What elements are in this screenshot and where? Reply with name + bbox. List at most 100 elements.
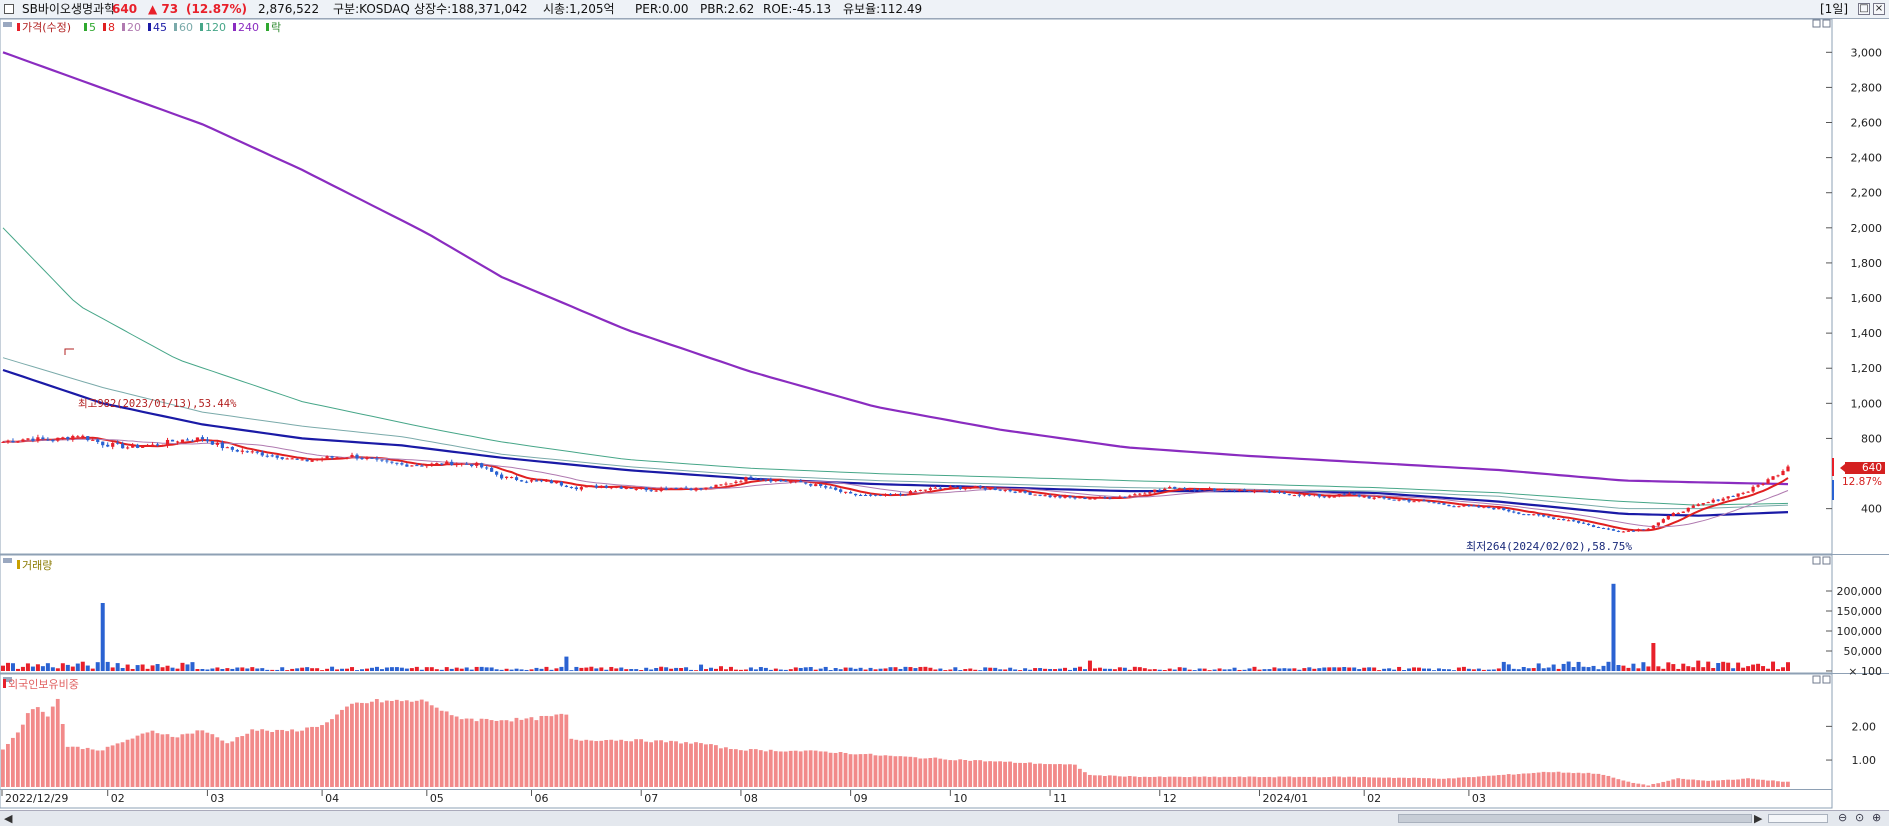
foreign-bar (519, 719, 524, 787)
volume-bar (40, 666, 45, 671)
volume-bar (245, 668, 250, 671)
volume-bar (1307, 667, 1312, 671)
current-pct-value: 12.87% (1842, 476, 1882, 488)
candle-body (405, 464, 409, 467)
foreign-bar (1072, 764, 1077, 787)
candle-body (1148, 492, 1152, 494)
foreign-bar (958, 759, 963, 787)
volume-bar (404, 668, 409, 671)
volume-bar (534, 667, 539, 671)
volume-bar (878, 668, 883, 671)
zoom-in-icon[interactable]: ⊕ (1872, 811, 1882, 824)
foreign-bar (250, 729, 255, 787)
candle-body (1462, 505, 1466, 507)
candle-body (754, 478, 758, 480)
price-tick-label: 400 (1861, 503, 1882, 516)
foreign-bar (1252, 776, 1257, 787)
volume-bar (1227, 669, 1232, 671)
panel-menu-icon[interactable] (3, 558, 12, 563)
candle-body (1422, 500, 1426, 502)
scrollbar-thumb[interactable] (1398, 814, 1752, 823)
panel-menu-icon[interactable] (3, 677, 12, 682)
foreign-bar (793, 750, 798, 787)
volume-tick-label: × 100 (1848, 665, 1882, 678)
volume-bar (1591, 665, 1596, 671)
volume-bar (1521, 667, 1526, 671)
scroll-right-icon[interactable]: ▶ (1754, 812, 1763, 825)
volume-bar (140, 664, 145, 671)
foreign-bar (449, 715, 454, 787)
volume-bar (953, 667, 958, 671)
candle-body (1666, 515, 1670, 520)
volume-bar (1661, 668, 1666, 671)
volume-bar (414, 666, 419, 671)
volume-bar (963, 669, 968, 671)
volume-bar (624, 669, 629, 671)
period-button[interactable]: [1일] (1820, 2, 1849, 16)
volume-bar (758, 667, 763, 671)
foreign-bar (1576, 772, 1581, 787)
candle-body (1377, 497, 1381, 499)
ma-line-45 (2, 368, 1789, 517)
volume-bar (15, 668, 20, 671)
volume-bar (120, 668, 125, 671)
stock-chart[interactable]: 가격(수정) 5 8 20 45 60 120 240 락 400 800 1,000 1,200 1… (0, 19, 1889, 810)
foreign-bar (404, 700, 409, 787)
candle-body (724, 483, 728, 485)
date-tick-label: 07 (644, 792, 658, 805)
candle-body (714, 484, 718, 488)
panel-controls[interactable] (1812, 19, 1831, 684)
panel-menu-icon[interactable] (3, 22, 12, 27)
candle-body (1038, 494, 1042, 496)
foreign-bar (1392, 777, 1396, 787)
price-legend: 가격(수정) 5 8 20 45 60 120 240 락 (17, 21, 281, 34)
foreign-bar (753, 749, 758, 787)
volume-bar (988, 667, 993, 671)
candle-body (1487, 506, 1491, 509)
candle-body (978, 485, 982, 488)
volume-bar (748, 667, 753, 671)
volume-bar (1302, 668, 1307, 671)
maximize-button[interactable]: □ (1858, 3, 1870, 15)
candle-body (1302, 494, 1306, 496)
foreign-bar (524, 718, 529, 787)
scroll-left-icon[interactable]: ◀ (4, 812, 13, 825)
zoom-slider[interactable] (1768, 814, 1828, 823)
candle-body (1591, 525, 1596, 528)
candle-body (170, 439, 175, 442)
close-button[interactable]: × (1873, 3, 1885, 15)
candle-body (1103, 497, 1107, 499)
candle-body (220, 442, 224, 449)
foreign-bar (953, 760, 958, 787)
candle-body (1442, 503, 1446, 505)
foreign-bar (315, 726, 319, 787)
horizontal-scrollbar[interactable]: ◀ ▶ ⊖ ⊙ ⊕ (0, 810, 1889, 826)
foreign-bar (1431, 778, 1436, 787)
foreign-bar (529, 717, 534, 787)
candle-body (1452, 506, 1456, 508)
zoom-reset-icon[interactable]: ⊙ (1855, 811, 1865, 824)
foreign-bar (1596, 773, 1601, 787)
volume-bar (1072, 667, 1077, 671)
volume-bar (489, 667, 494, 671)
foreign-bar (883, 755, 888, 787)
volume-bar (419, 669, 424, 671)
candle-body (1292, 495, 1296, 497)
candle-body (1746, 491, 1750, 493)
volume-bar (1132, 666, 1137, 671)
candle-body (953, 486, 957, 488)
foreign-bar (1746, 778, 1750, 787)
foreign-bar (738, 750, 743, 787)
candle-body (1362, 496, 1366, 498)
zoom-out-icon[interactable]: ⊖ (1838, 811, 1848, 824)
volume-bar (1377, 670, 1382, 671)
foreign-bar (1656, 783, 1661, 787)
volume-bar (1033, 668, 1038, 671)
volume-bar (1397, 666, 1402, 671)
select-checkbox[interactable] (4, 4, 14, 14)
foreign-bar (1711, 780, 1716, 787)
foreign-bar (125, 739, 130, 787)
candle-body (285, 458, 289, 460)
date-tick-label: 02 (1367, 792, 1381, 805)
candle-body (948, 486, 952, 488)
